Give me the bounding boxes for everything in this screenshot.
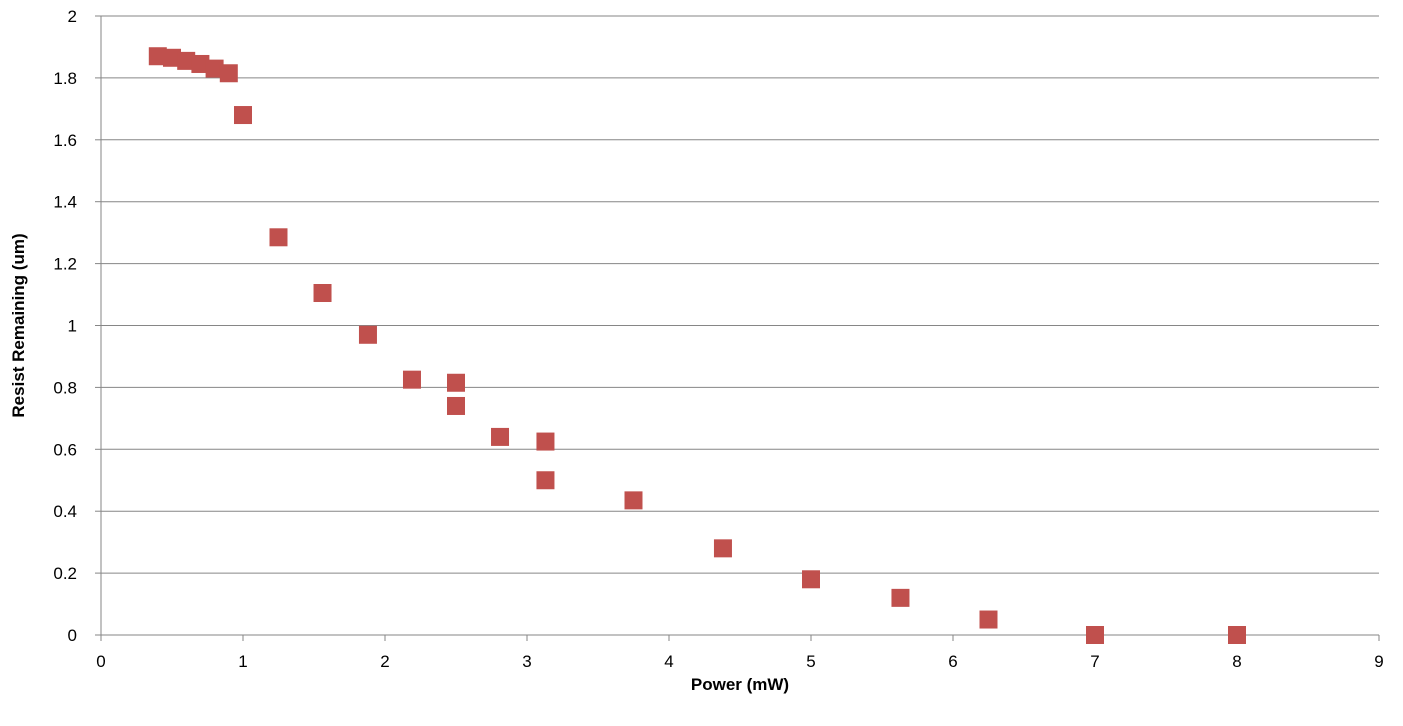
data-point [205, 59, 224, 78]
data-point [269, 228, 288, 247]
data-point [713, 539, 732, 558]
y-tick-label: 1.4 [53, 193, 77, 212]
y-tick-label: 1.6 [53, 131, 77, 150]
x-tick-label: 0 [96, 652, 105, 671]
x-tick-label: 4 [664, 652, 673, 671]
data-point [177, 51, 196, 70]
data-point [1228, 626, 1246, 644]
data-point [802, 570, 820, 589]
axes [95, 15, 1380, 641]
data-point [491, 427, 510, 446]
data-point [219, 64, 238, 83]
data-point [624, 491, 643, 510]
data-point [447, 396, 465, 415]
data-point [447, 373, 465, 392]
data-point [1086, 626, 1104, 644]
data-point [163, 48, 181, 67]
y-tick-label: 2 [68, 7, 77, 26]
y-axis-title: Resist Remaining (um) [9, 233, 28, 417]
data-point [313, 284, 332, 303]
x-tick-label: 1 [238, 652, 247, 671]
x-tick-label: 9 [1374, 652, 1383, 671]
y-tick-label: 1 [68, 317, 77, 336]
data-points [148, 47, 1246, 644]
data-point [536, 432, 555, 451]
y-tick-label: 1.8 [53, 69, 77, 88]
data-point [536, 471, 555, 490]
gridlines [101, 15, 1379, 574]
y-tick-label: 0.2 [53, 564, 77, 583]
data-point [358, 325, 377, 344]
y-tick-label: 0.8 [53, 378, 77, 397]
data-point [979, 610, 998, 629]
data-point [402, 370, 421, 389]
x-tick-label: 5 [806, 652, 815, 671]
x-tick-label: 2 [380, 652, 389, 671]
y-tick-label: 0.4 [53, 502, 77, 521]
x-tick-label: 6 [948, 652, 957, 671]
data-point [234, 106, 252, 125]
data-point [148, 47, 167, 66]
x-axis-title: Power (mW) [691, 675, 789, 694]
y-tick-label: 0.6 [53, 440, 77, 459]
y-tick-label: 0 [68, 626, 77, 645]
y-tick-label: 1.2 [53, 255, 77, 274]
tick-labels: 0 0.2 0.4 0.6 0.8 1 1.2 1.4 1.6 1.8 2 0 1 2 3 4 5 6 7 8 9 [53, 7, 1383, 671]
x-tick-label: 8 [1232, 652, 1241, 671]
x-tick-label: 7 [1090, 652, 1099, 671]
data-point [891, 588, 910, 607]
x-tick-label: 3 [522, 652, 531, 671]
data-point [191, 54, 210, 73]
